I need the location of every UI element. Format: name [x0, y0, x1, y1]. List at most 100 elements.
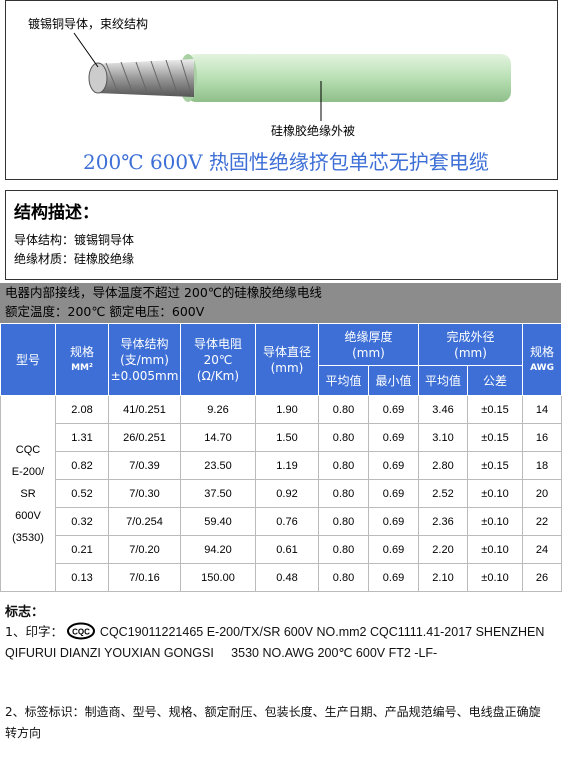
- cell: 1.90: [255, 395, 319, 424]
- model-text: 600V: [15, 509, 41, 522]
- header-text: 型号: [15, 352, 40, 367]
- table-row: 0.13 7/0.16 150.00 0.48 0.80 0.69 2.10 ±0.10 26: [1, 563, 563, 592]
- header-text: (支/mm): [120, 352, 169, 367]
- cell: 0.69: [367, 535, 420, 564]
- cell: 1.31: [55, 423, 109, 452]
- cell: 7/0.16: [108, 563, 181, 592]
- table-row: 0.82 7/0.39 23.50 1.19 0.80 0.69 2.80 ±0.15 18: [1, 451, 563, 480]
- cell: 0.80: [318, 451, 369, 480]
- header-text: 规格: [530, 344, 555, 359]
- heading: 结构描述：: [14, 203, 99, 223]
- cell: 0.69: [367, 423, 420, 452]
- marking-item1: 1、印字： CQC CQC19011221465 E-200/TX/SR 600…: [5, 621, 561, 664]
- header-text: 导体结构: [120, 336, 169, 351]
- cell: 7/0.30: [108, 479, 181, 508]
- cell: 14.70: [180, 423, 256, 452]
- cell: 0.69: [367, 479, 420, 508]
- cell: 7/0.20: [108, 535, 181, 564]
- cell: 41/0.251: [108, 395, 181, 424]
- header-cell: 平均值: [418, 365, 469, 396]
- cell: 59.40: [180, 507, 256, 536]
- title: 200℃ 600V 热固性绝缘挤包单芯无护套电缆: [83, 150, 489, 174]
- cell: 37.50: [180, 479, 256, 508]
- cell: ±0.10: [467, 507, 524, 536]
- cell: 2.36: [418, 507, 469, 536]
- cell: 0.69: [367, 563, 420, 592]
- cell: 0.48: [255, 563, 319, 592]
- cell: 2.20: [418, 535, 469, 564]
- header-cell: 型号: [0, 323, 56, 396]
- cell: 0.80: [318, 535, 369, 564]
- conductor: [96, 59, 194, 97]
- cell: 7/0.39: [108, 451, 181, 480]
- cell: 26/0.251: [108, 423, 181, 452]
- header-cell: 导体直径(mm): [255, 323, 319, 396]
- header-text: 20℃: [203, 352, 233, 367]
- logo-text: CQC: [73, 628, 91, 637]
- header-cell: 绝缘厚度 (mm): [317, 323, 420, 366]
- header-text: 导体电阻: [193, 336, 242, 351]
- cell: ±0.10: [467, 535, 524, 564]
- conductor-label: 镀锡铜导体，束绞结构: [28, 16, 148, 31]
- header-text: (Ω/Km): [196, 368, 240, 383]
- header-cell: 平均值: [318, 365, 369, 396]
- table-row: 0.21 7/0.20 94.20 0.61 0.80 0.69 2.20 ±0.10 24: [1, 535, 563, 564]
- cell: 0.76: [255, 507, 319, 536]
- cell: 0.80: [318, 479, 369, 508]
- table-row: 1.31 26/0.251 14.70 1.50 0.80 0.69 3.10 ±0.15 16: [1, 423, 563, 452]
- cell: ±0.15: [467, 451, 524, 480]
- summary-band: 电器内部接线，导体温度不超过 200℃的硅橡胶绝缘电线 额定温度：200℃ 额定…: [0, 283, 561, 323]
- cell: 0.69: [367, 451, 420, 480]
- cell: ±0.15: [467, 395, 524, 424]
- header-text: 完成外径: [446, 329, 495, 344]
- cell: 0.80: [318, 563, 369, 592]
- header-cell: 导体电阻 20℃ (Ω/Km): [180, 323, 256, 396]
- cell: 2.10: [418, 563, 469, 592]
- header-text: ±0.005mm: [110, 368, 179, 383]
- model-cell: CQC E-200/SR 600V (3530): [0, 395, 56, 592]
- text: 导体结构：镀锡铜导体: [14, 233, 135, 247]
- cell: 0.52: [55, 479, 109, 508]
- cell: 9.26: [180, 395, 256, 424]
- text: 绝缘材质：硅橡胶绝缘: [14, 252, 135, 266]
- cell: 20: [522, 479, 563, 508]
- cqc-logo: CQC: [67, 622, 96, 640]
- cell: 0.21: [55, 535, 109, 564]
- cell: 16: [522, 423, 563, 452]
- model-text: E-200/: [11, 465, 45, 478]
- header-text: (mm): [454, 345, 487, 360]
- conductor-end: [88, 62, 108, 94]
- model-text: CQC: [15, 443, 41, 456]
- header-text: 规格: [69, 344, 94, 359]
- cell: ±0.10: [467, 563, 524, 592]
- marking-item2: 2、标签标识：制造商、型号、规格、额定耐压、包装长度、生产日期、产品规范编号、电…: [5, 705, 541, 740]
- header-cell: 规格 AWG: [522, 323, 563, 396]
- header-text: MM²: [71, 362, 93, 373]
- insulation: [186, 54, 511, 102]
- cell: 3.10: [418, 423, 469, 452]
- cell: 2.08: [55, 395, 109, 424]
- text: 电器内部接线，导体温度不超过 200℃的硅橡胶绝缘电线: [5, 285, 322, 300]
- header-text: 绝缘厚度: [344, 329, 393, 344]
- header-cell: 规格 MM²: [55, 323, 109, 396]
- cell: 23.50: [180, 451, 256, 480]
- cell: 0.80: [318, 507, 369, 536]
- cell: 22: [522, 507, 563, 536]
- cell: ±0.15: [467, 423, 524, 452]
- cell: 0.80: [318, 395, 369, 424]
- marking-heading: 标志：: [5, 605, 45, 620]
- cell: 0.69: [367, 507, 420, 536]
- cell: 94.20: [180, 535, 256, 564]
- cable-illustration: 镀锡铜导体，束绞结构 硅橡胶绝缘外被 200℃ 600V 热固性绝缘挤包单芯无护…: [28, 16, 511, 174]
- cell: 7/0.254: [108, 507, 181, 536]
- text: 额定温度：200℃ 额定电压：600V: [5, 304, 205, 319]
- text: 1、印字：: [5, 624, 63, 639]
- header-cell: 完成外径 (mm): [418, 323, 524, 366]
- table-row: CQC E-200/SR 600V (3530) 2.08 41/0.251 9.26 1.9…: [0, 395, 563, 592]
- header-cell: 公差: [467, 365, 524, 396]
- cell: 150.00: [180, 563, 256, 592]
- figure-box: 镀锡铜导体，束绞结构 硅橡胶绝缘外被 200℃ 600V 热固性绝缘挤包单芯无护…: [5, 0, 558, 180]
- spec-table: 型号 规格 MM² 导体结构 (支/mm) ±0.005mm 导体电阻 20℃ (Ω/Km) 导体…: [0, 323, 563, 592]
- cell: 0.13: [55, 563, 109, 592]
